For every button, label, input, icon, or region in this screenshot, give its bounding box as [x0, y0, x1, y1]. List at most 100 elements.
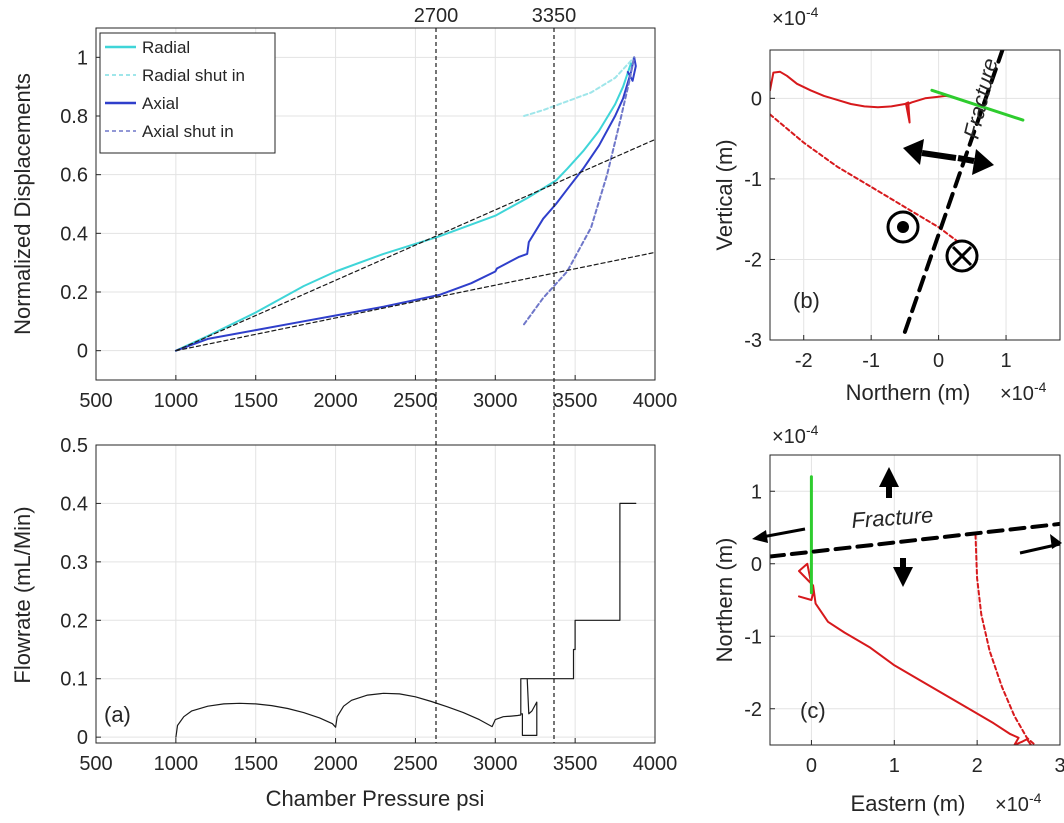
vertical-northern-panel: -2 -1 0 1 -3 -2 -1 0 Northern (m) ×10-4 ×10-4 V…: [712, 4, 1061, 405]
y-tick-label: -1: [744, 169, 762, 191]
x-exponent: ×10-4: [995, 790, 1042, 816]
y-tick-label: 0.4: [60, 223, 88, 245]
x-tick-label: 3500: [553, 390, 598, 412]
y-tick-label: -3: [744, 330, 762, 352]
x-tick-label: 1: [1000, 350, 1011, 372]
y-exponent: ×10-4: [772, 4, 819, 30]
plot-area: [174, 56, 655, 352]
y-tick-label: 0.8: [60, 106, 88, 128]
tick-labels: -2 -1 0 1 -3 -2 -1 0: [744, 88, 1011, 372]
x-tick-label: 2500: [393, 390, 438, 412]
series-line-trace-4: [175, 138, 655, 352]
series-line-trace-3: [902, 50, 1005, 334]
axes-frame: [769, 454, 1061, 746]
x-tick-label: 1000: [154, 390, 199, 412]
y-tick-label: 1: [751, 481, 762, 503]
y-tick-label: 0.4: [60, 493, 88, 515]
x-tick-label: 1500: [233, 753, 278, 775]
y-tick-label: 0.2: [60, 282, 88, 304]
x-tick-label: 500: [79, 753, 112, 775]
y-tick-label: 0: [77, 341, 88, 363]
x-tick-label: 2000: [313, 753, 358, 775]
y-tick-label: 0: [751, 88, 762, 110]
x-tick-label: 1500: [233, 390, 278, 412]
panel-label-a: (a): [104, 702, 131, 727]
plot-area: [175, 502, 637, 738]
x-tick-label: 4000: [633, 753, 678, 775]
legend-label-axial-shut-in: Axial shut in: [142, 122, 234, 141]
plot-area: [770, 50, 1025, 334]
y-axis-label: Normalized Displacements: [10, 73, 35, 335]
panel-label-c: (c): [800, 698, 826, 723]
series-line-trace-1: [770, 113, 967, 249]
x-exponent: ×10-4: [1000, 379, 1047, 405]
y-tick-label: -1: [744, 626, 762, 648]
grid: [770, 50, 1060, 341]
into-plane-symbol: [945, 239, 979, 273]
series-line-trace-0: [798, 562, 1032, 745]
axes-frame: [95, 27, 656, 381]
tick-labels: 500 1000 1500 2000 2500 3000 3500 4000 0 0.2 0.4 0.…: [60, 47, 677, 412]
northern-eastern-panel: 0 1 2 3 -2 -1 0 1 Eastern (m) ×10-4 ×10-4 North…: [712, 422, 1064, 816]
y-tick-label: 0: [751, 554, 762, 576]
y-tick-label: 0.3: [60, 552, 88, 574]
x-tick-label: 2: [972, 755, 983, 777]
tick-labels: 500 1000 1500 2000 2500 3000 3500 4000 0 0.1 0.2 0.…: [60, 435, 677, 775]
legend-label-radial: Radial: [142, 38, 190, 57]
y-tick-label: -2: [744, 699, 762, 721]
shear-arrows: [752, 527, 1062, 555]
tick-labels: 0 1 2 3 -2 -1 0 1: [744, 481, 1064, 777]
y-tick-label: 0.2: [60, 610, 88, 632]
x-tick-label: 0: [806, 755, 817, 777]
x-tick-label: 0: [933, 350, 944, 372]
flowrate-panel: 500 1000 1500 2000 2500 3000 3500 4000 0 0.1 0.2 0.…: [10, 435, 677, 811]
series-line-trace-2: [930, 88, 1025, 122]
reference-lines: 2700 3350: [414, 5, 577, 743]
x-tick-label: 3000: [473, 753, 518, 775]
y-axis-label: Vertical (m): [712, 139, 737, 250]
axes-frame: [769, 49, 1061, 341]
axes-frame: [95, 444, 656, 744]
x-tick-label: -2: [795, 350, 813, 372]
vline-label-2700: 2700: [414, 5, 459, 27]
x-tick-label: -1: [862, 350, 880, 372]
fracture-label: Fracture: [851, 502, 934, 533]
y-tick-label: 0.5: [60, 435, 88, 457]
series-line-trace-0: [175, 502, 637, 738]
x-tick-label: 3: [1054, 755, 1064, 777]
x-tick-label: 3000: [473, 390, 518, 412]
x-tick-label: 1: [889, 755, 900, 777]
x-tick-label: 2500: [393, 753, 438, 775]
panel-label-b: (b): [793, 288, 820, 313]
out-of-plane-symbol: [886, 210, 920, 244]
series-line-radial: [174, 62, 632, 352]
legend-label-axial: Axial: [142, 94, 179, 113]
series-line-radial-shut-in: [523, 56, 636, 117]
series-line-trace-5: [175, 251, 655, 352]
y-tick-label: 0: [77, 727, 88, 749]
x-axis-label: Eastern (m): [851, 791, 966, 816]
y-axis-label: Flowrate (mL/Min): [10, 506, 35, 683]
y-tick-label: 0.6: [60, 165, 88, 187]
legend: Radial Radial shut in Axial Axial shut i…: [99, 32, 276, 154]
x-axis-label: Chamber Pressure psi: [266, 786, 485, 811]
x-tick-label: 1000: [154, 753, 199, 775]
y-tick-label: 1: [77, 47, 88, 69]
x-tick-label: 3500: [553, 753, 598, 775]
x-tick-label: 4000: [633, 390, 678, 412]
series-line-trace-0: [770, 70, 954, 124]
opening-arrows: [903, 139, 994, 175]
vline-label-3350: 3350: [532, 5, 577, 27]
series-line-axial-shut-in: [523, 56, 636, 326]
y-tick-label: -2: [744, 249, 762, 271]
series-line-trace-3: [770, 521, 1060, 559]
x-tick-label: 2000: [313, 390, 358, 412]
series-line-trace-1: [974, 533, 1037, 745]
opening-arrows: [879, 467, 913, 587]
y-exponent: ×10-4: [772, 422, 819, 448]
legend-label-radial-shut-in: Radial shut in: [142, 66, 245, 85]
x-tick-label: 500: [79, 390, 112, 412]
y-tick-label: 0.1: [60, 669, 88, 691]
x-axis-label: Northern (m): [846, 380, 971, 405]
